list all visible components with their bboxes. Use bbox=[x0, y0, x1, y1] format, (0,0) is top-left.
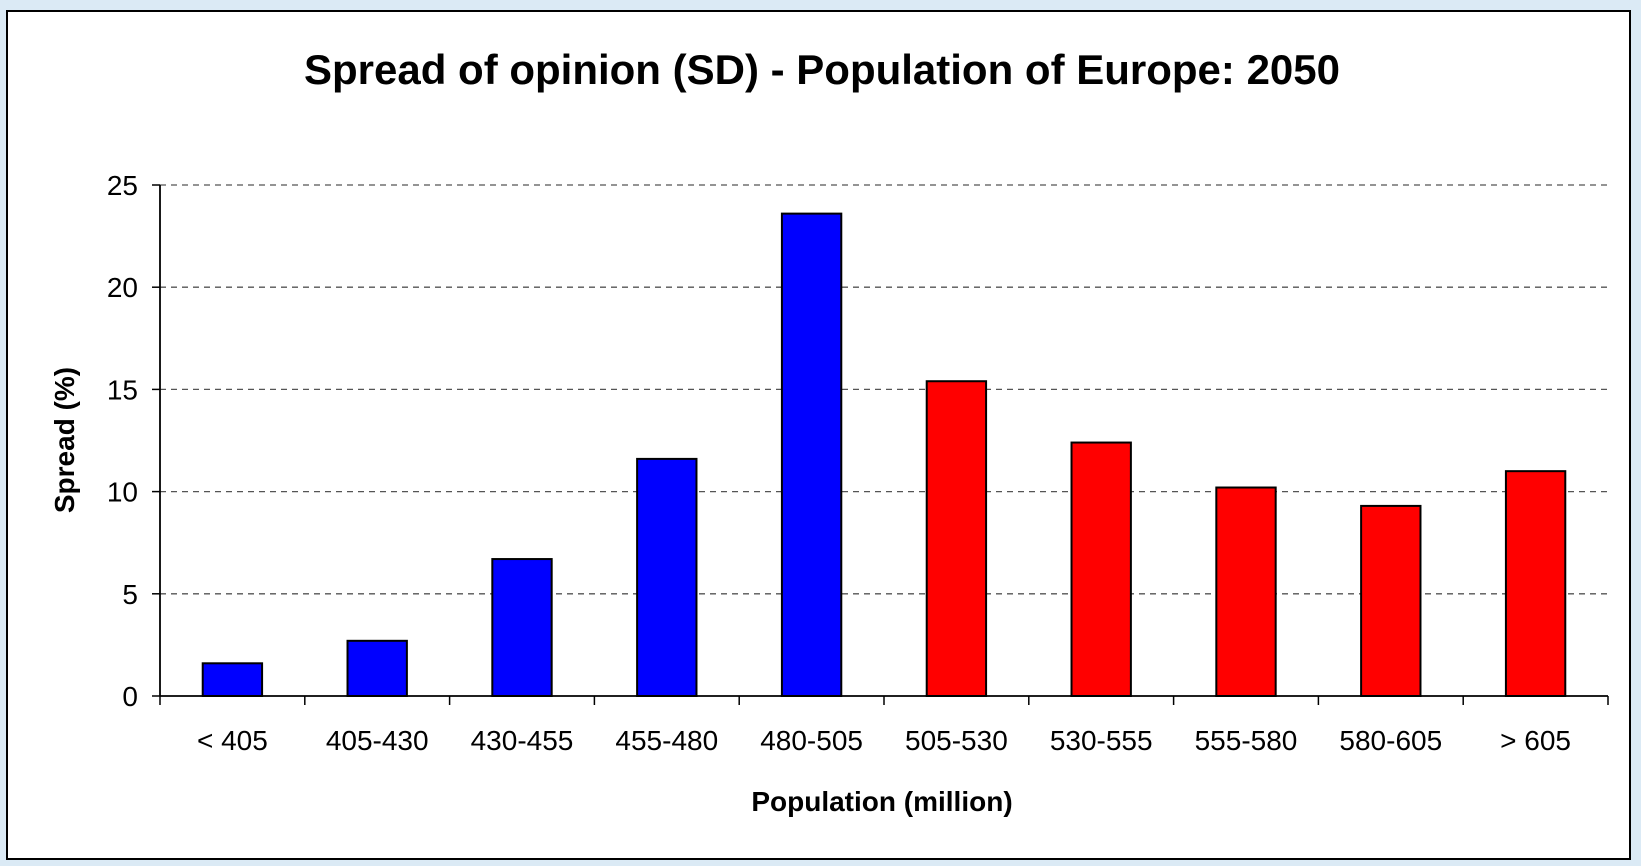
y-axis-title: Spread (%) bbox=[49, 367, 80, 513]
bars bbox=[201, 212, 1567, 698]
y-tick-label: 20 bbox=[107, 272, 138, 303]
bar-0 bbox=[201, 662, 264, 698]
bar-4 bbox=[780, 212, 843, 697]
bar-8 bbox=[1360, 504, 1422, 697]
x-tick-label: 405-430 bbox=[326, 725, 429, 756]
y-tick-label: 5 bbox=[122, 579, 138, 610]
y-tick-label: 25 bbox=[107, 170, 138, 201]
x-tick-label: 555-580 bbox=[1195, 725, 1298, 756]
y-tick-label: 15 bbox=[107, 374, 138, 405]
x-tick-label: 505-530 bbox=[905, 725, 1008, 756]
x-tick-label: 480-505 bbox=[760, 725, 863, 756]
axes bbox=[152, 184, 1609, 705]
bar-9 bbox=[1504, 470, 1567, 697]
y-tick-label: 0 bbox=[122, 681, 138, 712]
y-tick-labels: 0 5 10 15 20 25 bbox=[107, 170, 138, 712]
x-tick-label: < 405 bbox=[197, 725, 268, 756]
bar-6 bbox=[1070, 441, 1132, 697]
x-tick-labels: < 405 405-430 430-455 455-480 480-505 505-530… bbox=[197, 725, 1571, 756]
x-tick-label: 580-605 bbox=[1339, 725, 1442, 756]
bar-7 bbox=[1215, 486, 1277, 697]
x-tick-label: 455-480 bbox=[615, 725, 718, 756]
y-tick-label: 10 bbox=[107, 477, 138, 508]
bar-2 bbox=[491, 558, 553, 697]
x-tick-label: 530-555 bbox=[1050, 725, 1153, 756]
chart-title: Spread of opinion (SD) - Population of E… bbox=[304, 46, 1340, 93]
bar-5 bbox=[925, 380, 988, 697]
x-tick-label: > 605 bbox=[1500, 725, 1571, 756]
bar-1 bbox=[346, 639, 408, 698]
bar-3 bbox=[636, 457, 698, 697]
x-axis-title: Population (million) bbox=[751, 786, 1012, 817]
x-tick-label: 430-455 bbox=[471, 725, 574, 756]
